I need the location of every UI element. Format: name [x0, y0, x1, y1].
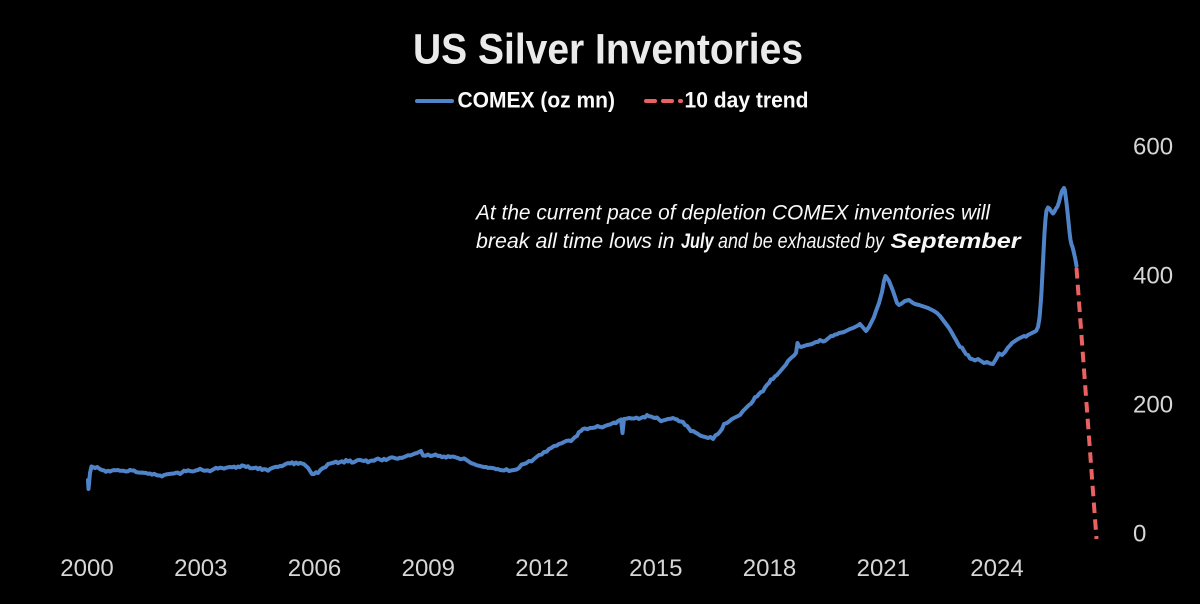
svg-text:600: 600	[1133, 134, 1173, 161]
svg-text:2009: 2009	[402, 555, 455, 582]
svg-text:and be exhausted by: and be exhausted by	[718, 229, 885, 253]
svg-text:US Silver Inventories: US Silver Inventories	[413, 27, 803, 74]
svg-text:July: July	[681, 229, 714, 253]
svg-text:10 day trend: 10 day trend	[685, 88, 809, 113]
svg-text:At the current pace of depleti: At the current pace of depletion COMEX i…	[474, 201, 991, 225]
svg-text:2003: 2003	[174, 555, 227, 582]
svg-text:200: 200	[1133, 392, 1173, 419]
svg-text:COMEX (oz mn): COMEX (oz mn)	[458, 88, 616, 113]
svg-text:break all time lows in: break all time lows in	[476, 229, 675, 253]
svg-text:2012: 2012	[515, 555, 568, 582]
svg-text:2015: 2015	[629, 555, 682, 582]
svg-text:400: 400	[1133, 263, 1173, 290]
svg-text:2021: 2021	[857, 555, 910, 582]
svg-text:2018: 2018	[743, 555, 796, 582]
svg-text:2006: 2006	[288, 555, 341, 582]
svg-text:0: 0	[1133, 521, 1146, 548]
svg-text:2024: 2024	[970, 555, 1023, 582]
svg-text:2000: 2000	[60, 555, 113, 582]
svg-text:September: September	[891, 229, 1023, 253]
